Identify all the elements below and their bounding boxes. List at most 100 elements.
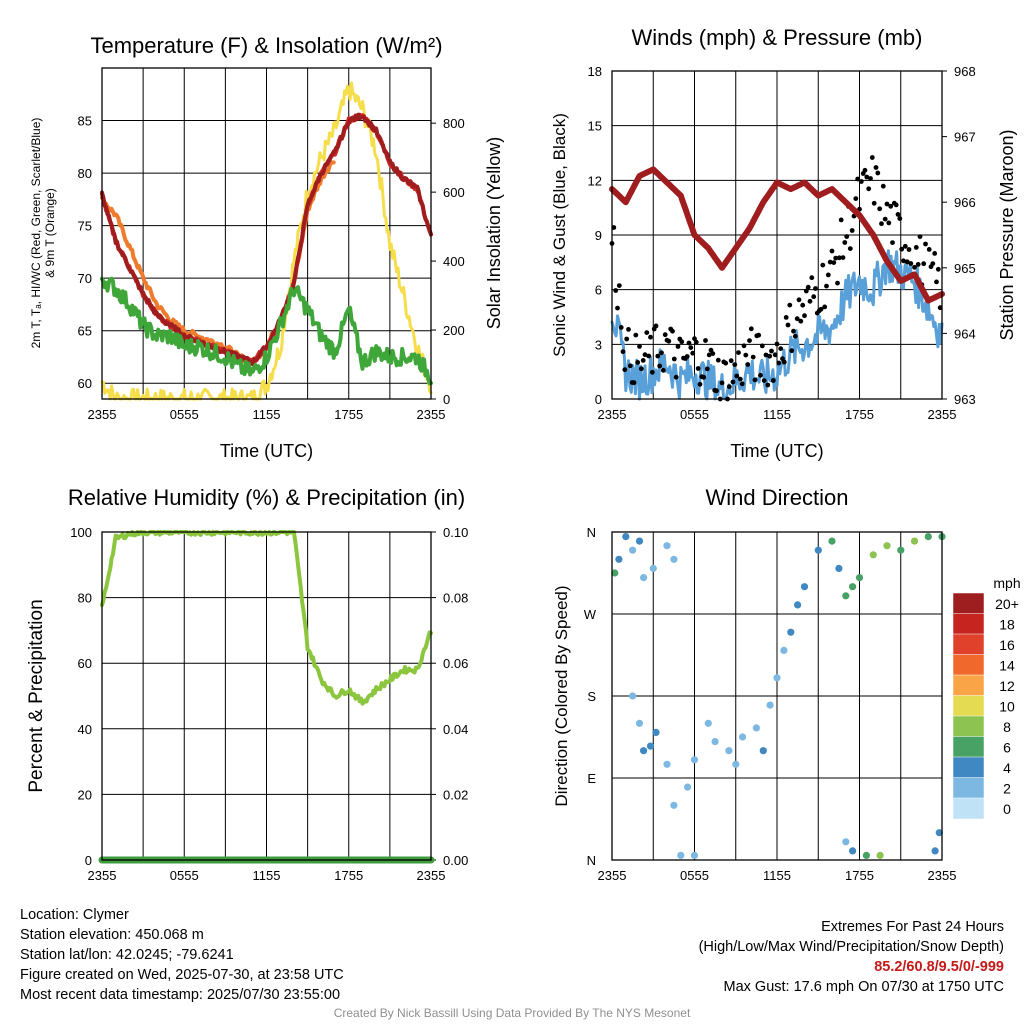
- gust-point: [847, 246, 853, 252]
- gust-point: [728, 358, 734, 364]
- gust-point: [862, 167, 868, 173]
- pressure-line: [609, 166, 945, 304]
- gust-point: [875, 170, 881, 176]
- legend-label: 20+: [995, 596, 1019, 612]
- gust-point: [913, 245, 919, 250]
- temp-x-tick-label: 2355: [417, 407, 446, 422]
- gust-point: [800, 302, 806, 308]
- wind-y-tick-label: 18: [588, 64, 602, 79]
- gust-point: [897, 216, 903, 222]
- gust-point: [726, 384, 732, 390]
- gust-point: [774, 341, 780, 347]
- direction-point: [800, 583, 809, 591]
- direction-point: [876, 851, 884, 860]
- speed-legend: mph 20+ 18 16 14 12 10 8 6 4 2 0: [952, 575, 1021, 820]
- max-gust-text: Max Gust: 17.6 mph On 07/30 at 1750 UTC: [723, 979, 1004, 995]
- gust-point: [666, 338, 672, 344]
- gust-point: [842, 240, 848, 245]
- rh-right-tick-label: 0.00: [443, 853, 468, 868]
- gust-point: [791, 328, 796, 334]
- legend-label: 10: [999, 699, 1015, 715]
- gust-point: [838, 217, 844, 223]
- direction-point: [794, 601, 802, 609]
- gust-point: [829, 248, 835, 254]
- temp-y-tick-label: 85: [78, 114, 92, 129]
- gust-point: [648, 334, 653, 340]
- gust-point: [886, 220, 892, 226]
- gust-point: [926, 247, 932, 252]
- direction-point: [924, 533, 932, 541]
- gust-point: [781, 359, 787, 365]
- gust-point: [673, 374, 679, 380]
- gust-point: [704, 366, 710, 372]
- legend-label: 6: [1003, 740, 1011, 756]
- rh-y-tick-label: 20: [78, 787, 92, 802]
- temp-y-tick-label: 80: [78, 166, 92, 181]
- dir-y-tick-label: E: [587, 771, 596, 786]
- gust-point: [756, 332, 762, 338]
- rh-frame: [101, 531, 432, 861]
- gust-point: [811, 294, 817, 300]
- direction-point: [629, 692, 637, 700]
- wind-x-tick-label: 0555: [680, 407, 709, 422]
- gust-point: [908, 261, 914, 266]
- temp-frame: [101, 67, 432, 400]
- legend-swatch: [952, 592, 985, 615]
- rh-x-tick-label: 0555: [170, 868, 199, 883]
- gust-point: [813, 286, 818, 291]
- direction-point: [629, 546, 637, 554]
- temp-left-axis-label-1: 2m T, Tₐ, HI/WC (Red, Green, Scarlet/Blu…: [29, 118, 43, 349]
- wind-y-tick-label: 6: [595, 283, 602, 298]
- wind-frame: [611, 70, 943, 400]
- location-text: Location: Clymer: [20, 907, 129, 923]
- rh-x-tick-label: 1755: [334, 868, 363, 883]
- temp-right-tick-label: 0: [443, 392, 450, 407]
- extremes-title: Extremes For Past 24 Hours: [821, 919, 1004, 935]
- legend-swatch: [952, 695, 985, 717]
- rh-title: Relative Humidity (%) & Precipitation (i…: [68, 485, 465, 510]
- direction-point: [690, 851, 699, 860]
- legend-label: 0: [1003, 801, 1011, 817]
- direction-point: [640, 574, 648, 582]
- gust-point: [825, 272, 831, 278]
- gust-point: [769, 348, 774, 354]
- gust-point: [703, 338, 708, 343]
- direction-point: [635, 537, 644, 545]
- extremes-subtitle: (High/Low/Max Wind/Precipitation/Snow De…: [698, 939, 1004, 955]
- gust-point: [659, 350, 664, 356]
- gust-point: [758, 372, 763, 378]
- gust-point: [627, 363, 633, 369]
- gust-point: [935, 266, 941, 272]
- wind-x-axis-label: Time (UTC): [730, 441, 823, 461]
- temp-y-tick-label: 60: [78, 376, 92, 391]
- direction-point: [849, 583, 857, 591]
- direction-point: [862, 851, 871, 860]
- gust-point: [723, 360, 729, 366]
- dir-x-tick-label: 2355: [928, 868, 957, 883]
- gust-point: [670, 328, 675, 334]
- gust-point: [855, 176, 861, 182]
- legend-swatch: [952, 797, 985, 820]
- direction-point: [842, 838, 850, 846]
- temp-right-tick-label: 200: [443, 323, 465, 338]
- temp-x-axis-label: Time (UTC): [220, 441, 313, 461]
- direction-point: [635, 719, 644, 727]
- wind-y-tick-label: 3: [595, 337, 602, 352]
- legend-swatch: [952, 674, 985, 697]
- gust-point: [803, 288, 809, 294]
- gust-point: [701, 374, 707, 380]
- wind-right-tick-label: 963: [954, 392, 976, 407]
- gust-point: [646, 353, 652, 359]
- direction-point: [704, 719, 712, 727]
- extremes-values: 85.2/60.8/9.5/0/-999: [874, 959, 1004, 975]
- gust-point: [915, 262, 921, 267]
- gust-point: [785, 322, 791, 328]
- direction-point: [855, 574, 864, 582]
- direction-point: [935, 829, 943, 837]
- direction-point: [649, 564, 657, 573]
- gust-point: [888, 203, 894, 209]
- direction-point: [663, 760, 671, 768]
- gust-point: [849, 228, 855, 233]
- wind-right-tick-label: 968: [954, 64, 976, 79]
